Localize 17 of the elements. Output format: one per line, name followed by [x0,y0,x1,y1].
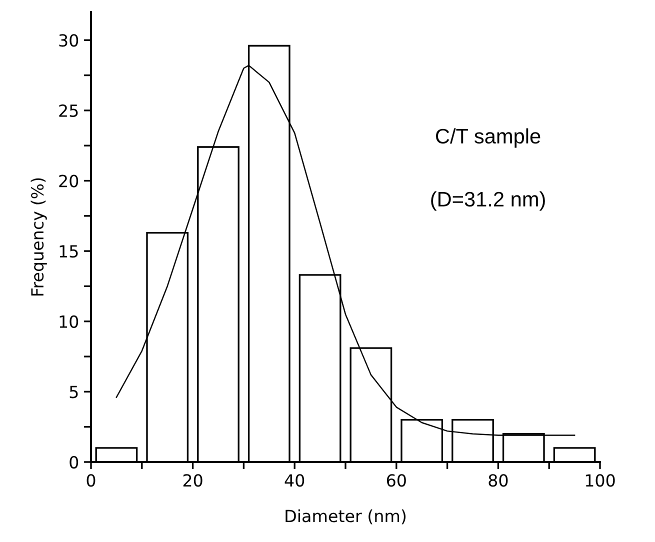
x-tick-label: 60 [386,474,406,487]
y-tick-label: 15 [60,245,78,258]
y-tick-label: 5 [70,386,78,398]
x-axis-title: Diameter (nm) [286,509,406,524]
y-tick-label: 25 [59,104,78,118]
x-tick-label: 0 [86,474,96,487]
y-tick-label: 20 [59,174,78,188]
y-axis-title: Frequency (%) [30,178,47,296]
annotation: (D=31.2 nm) [431,191,545,211]
x-tick-label: 40 [284,474,304,487]
y-tick-label: 10 [60,315,78,328]
y-tick-label: 0 [70,456,78,469]
annotation: C/T sample [436,128,540,148]
y-tick-label: 30 [59,34,78,47]
x-tick-label: 20 [183,474,202,487]
x-tick-label: 100 [586,474,615,487]
x-tick-label: 80 [488,474,508,487]
